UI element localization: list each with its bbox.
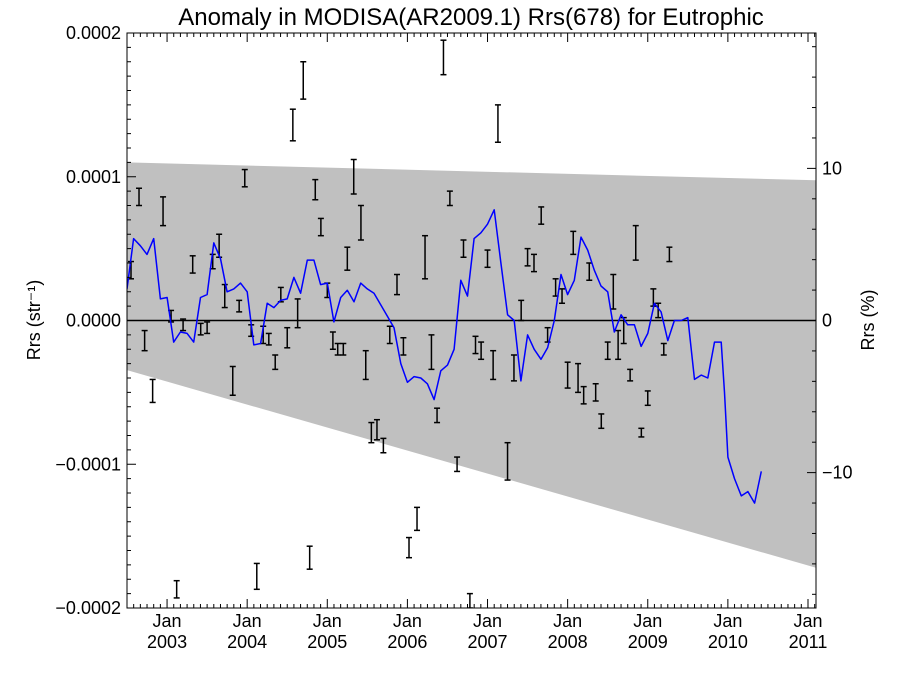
series-line (127, 209, 763, 504)
x-tick-label-month: Jan (633, 611, 662, 631)
x-tick-label-month: Jan (793, 611, 822, 631)
x-tick-label-month: Jan (153, 611, 182, 631)
uncertainty-band (127, 162, 816, 568)
x-tick-label-year: 2003 (147, 632, 187, 652)
axes: Jan2003Jan2004Jan2005Jan2006Jan2007Jan20… (55, 23, 852, 652)
x-tick-label-year: 2004 (227, 632, 267, 652)
y-tick-label-left: 0.0001 (66, 167, 121, 187)
x-tick-label-year: 2008 (548, 632, 588, 652)
x-tick-label-month: Jan (233, 611, 262, 631)
x-tick-label-year: 2005 (307, 632, 347, 652)
x-tick-label-month: Jan (313, 611, 342, 631)
y-axis-label-right: Rrs (%) (858, 290, 878, 351)
y-tick-label-left: −0.0001 (55, 454, 121, 474)
x-tick-label-year: 2011 (789, 632, 828, 652)
x-tick-label-year: 2006 (387, 632, 427, 652)
x-tick-label-year: 2009 (628, 632, 668, 652)
y-tick-label-left: −0.0002 (55, 598, 121, 618)
plot-content (127, 39, 816, 608)
y-tick-label-right: −10 (822, 463, 853, 483)
plot-area (127, 39, 816, 608)
x-tick-label-month: Jan (713, 611, 742, 631)
y-tick-label-left: 0.0000 (66, 311, 121, 331)
x-tick-label-month: Jan (393, 611, 422, 631)
chart-title: Anomaly in MODISA(AR2009.1) Rrs(678) for… (178, 4, 764, 31)
x-tick-label-month: Jan (553, 611, 582, 631)
y-tick-label-right: 0 (822, 311, 832, 331)
x-tick-label-year: 2010 (708, 632, 748, 652)
y-axis-label-left: Rrs (str⁻¹) (24, 280, 44, 360)
x-tick-label-month: Jan (473, 611, 502, 631)
x-tick-label-year: 2007 (467, 632, 507, 652)
y-tick-label-right: 10 (822, 158, 842, 178)
y-tick-label-left: 0.0002 (66, 23, 121, 43)
